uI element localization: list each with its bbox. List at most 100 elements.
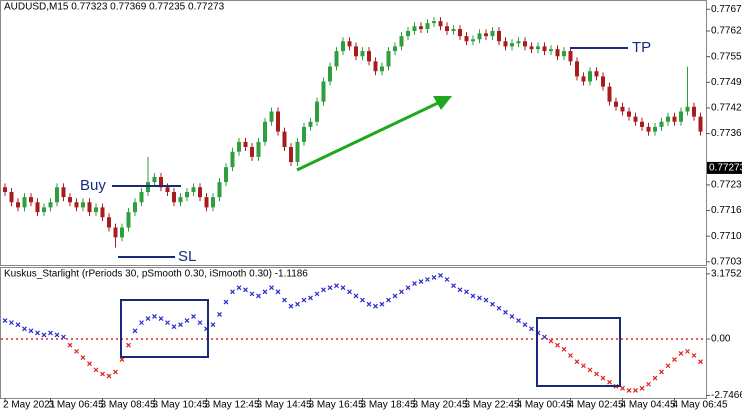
indicator-point (418, 279, 424, 284)
candle-body (438, 21, 443, 27)
candle-body (185, 191, 189, 198)
candle-body (555, 49, 560, 57)
candle-body (575, 61, 579, 77)
indicator-point (236, 285, 242, 291)
candle-body (165, 187, 170, 192)
candle-body (425, 23, 430, 30)
indicator-point (41, 332, 47, 338)
indicator-point (80, 355, 86, 360)
candle-body (152, 177, 157, 183)
x-tick-label: 3 May 16:45 (309, 400, 364, 411)
x-tick-label: 4 May 00:45 (517, 400, 572, 411)
candle-body (549, 49, 553, 52)
indicator-point (74, 348, 79, 354)
indicator-point (529, 326, 534, 332)
candle-body (367, 51, 371, 62)
candle-body (360, 51, 365, 57)
indicator-point (67, 342, 73, 348)
last-price-label: 0.77273 (709, 163, 742, 174)
indicator-point (685, 348, 690, 354)
candle-body (412, 26, 417, 31)
candle-body (659, 121, 664, 127)
x-tick-label: 3 May 14:45 (257, 400, 312, 411)
indicator-point (360, 297, 365, 303)
y-tick-label: 0.77555 (711, 51, 742, 62)
candle-body (393, 46, 397, 52)
candle-body (640, 121, 644, 127)
indicator-point (431, 275, 437, 280)
candle-body (16, 202, 20, 208)
x-tick-label: 3 May 22:45 (465, 400, 520, 411)
indicator-point (509, 314, 515, 319)
candle-body (146, 182, 150, 192)
candle-body (698, 116, 703, 132)
indicator-point (496, 305, 502, 311)
indicator-point (301, 297, 307, 303)
candle-body (211, 197, 215, 208)
indicator-point (243, 287, 248, 293)
candle-body (276, 111, 280, 132)
candle-body (685, 106, 690, 112)
indicator-point (503, 309, 508, 315)
x-tick-label: 4 May 02:45 (569, 400, 624, 411)
candle-body (250, 147, 254, 157)
indicator-point (158, 316, 164, 321)
candle-body (334, 51, 339, 67)
indicator-panel (0, 267, 707, 399)
candle-body (126, 212, 131, 228)
candle-body (289, 147, 293, 163)
indicator-point (327, 285, 333, 291)
indicator-point (139, 320, 144, 326)
candle-body (347, 41, 352, 47)
candle-body (542, 46, 547, 52)
candle-body (406, 30, 410, 37)
indicator-point (334, 283, 339, 289)
indicator-point (35, 330, 40, 336)
candle-body (497, 30, 501, 42)
indicator-point (145, 316, 151, 321)
candle-body (607, 86, 612, 102)
candle-body (588, 71, 592, 82)
annotation: Buy (80, 177, 106, 194)
candle-body (29, 197, 33, 203)
indicator-point (93, 367, 99, 373)
candle-body (503, 41, 508, 47)
candle-body (282, 131, 287, 148)
candle-body (9, 191, 14, 203)
indicator-point (555, 342, 560, 348)
candle-body (354, 46, 358, 57)
indicator-point (2, 318, 8, 323)
candle-body (256, 141, 261, 157)
candle-body (510, 43, 514, 47)
candle-body (139, 191, 144, 203)
indicator-point (119, 357, 125, 363)
candle-body (22, 197, 27, 208)
candle-body (35, 202, 40, 213)
candle-body (269, 111, 274, 122)
y-tick-label: 3.1752 (711, 268, 742, 279)
indicator-point (262, 289, 268, 295)
candle-body (458, 29, 462, 37)
candle-body (620, 106, 625, 112)
indicator-point (548, 338, 554, 344)
indicator-point (15, 322, 21, 328)
indicator-point (399, 289, 404, 295)
candle-body (172, 191, 176, 203)
indicator-point (230, 289, 235, 295)
candle-body (87, 202, 92, 213)
indicator-point (275, 289, 281, 295)
candle-body (386, 51, 391, 67)
indicator-point (386, 297, 391, 303)
main-panel (0, 0, 707, 266)
indicator-point (607, 379, 612, 385)
indicator-point (132, 328, 138, 334)
indicator-point (444, 277, 450, 282)
candle-body (536, 46, 540, 50)
indicator-point (639, 385, 645, 391)
indicator-point (405, 285, 411, 291)
indicator-point (171, 324, 177, 330)
indicator-point (581, 363, 586, 369)
indicator-point (191, 314, 196, 319)
